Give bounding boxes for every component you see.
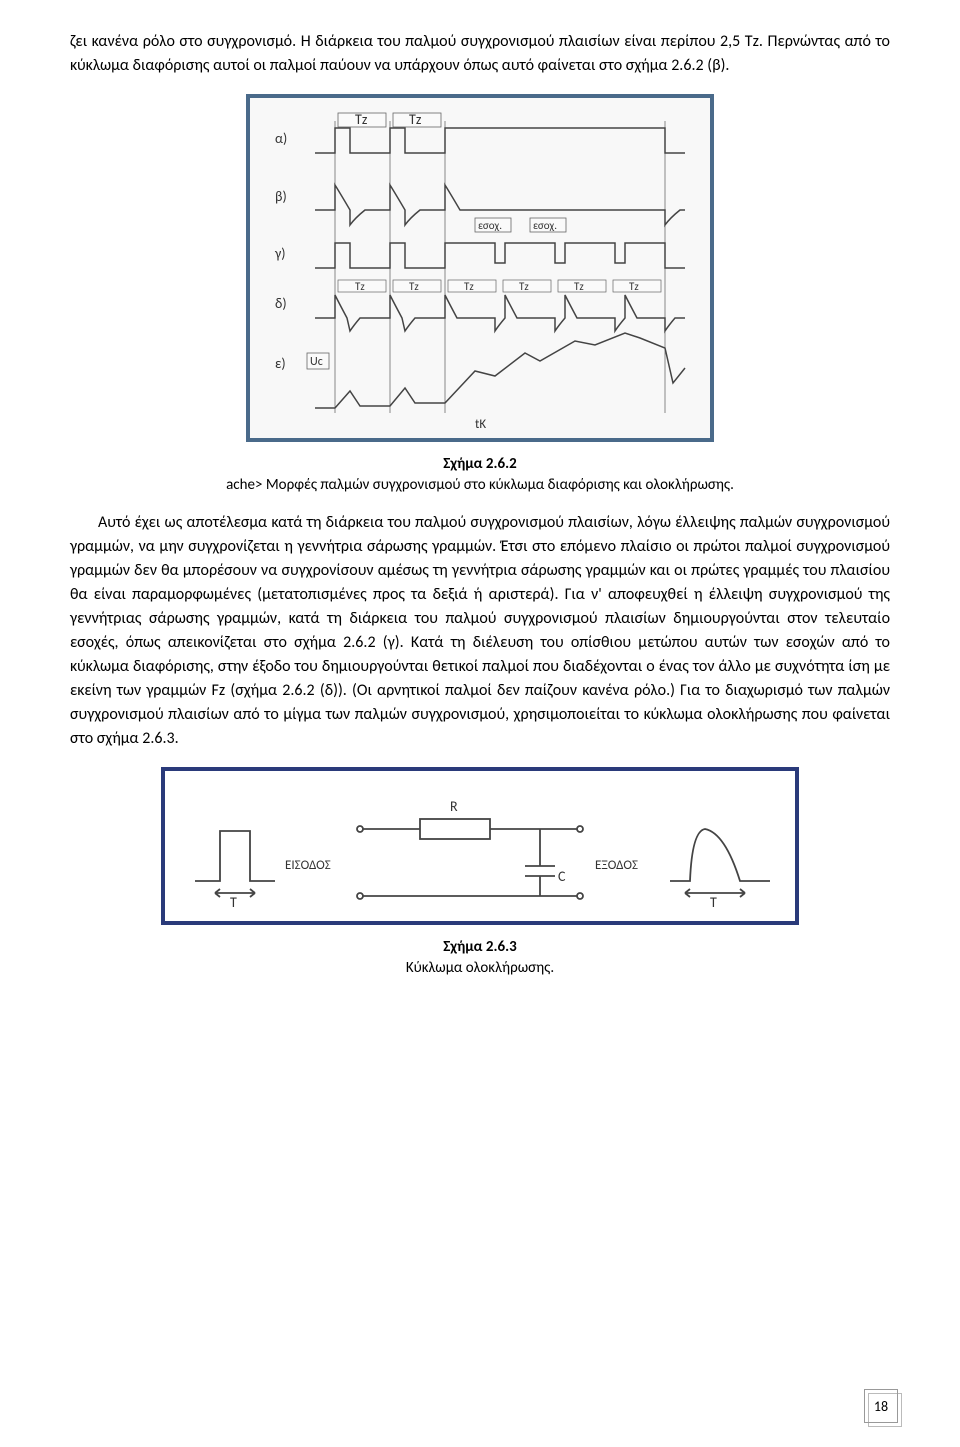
figure-262-caption: Σχήμα 2.6.2 ache> Μορφές παλμών συγχρονι… <box>226 454 734 496</box>
label-epsilon: ε) <box>275 355 286 372</box>
r-label: R <box>450 798 458 815</box>
tz-d5: Τz <box>574 280 584 293</box>
page-number-box: 18 <box>864 1389 898 1423</box>
t-label-in: T <box>230 894 237 911</box>
label-gamma: γ) <box>274 245 286 262</box>
main-paragraph: Αυτό έχει ως αποτέλεσμα κατά τη διάρκεια… <box>70 511 890 751</box>
label-delta: δ) <box>275 295 287 312</box>
tz-label-2: Τz <box>409 111 422 128</box>
figure-263-container: T ΕΙΣΟΔΟΣ <box>70 766 890 979</box>
tz-d2: Τz <box>409 280 419 293</box>
label-alpha: α) <box>275 130 287 147</box>
figure-263-svg: T ΕΙΣΟΔΟΣ <box>160 766 800 926</box>
figure-263-border <box>163 769 797 923</box>
figure-263-svg-box: T ΕΙΣΟΔΟΣ <box>160 766 800 931</box>
figure-263-caption-text: Κύκλωμα ολοκλήρωσης. <box>406 959 554 977</box>
input-label: ΕΙΣΟΔΟΣ <box>285 858 331 873</box>
tz-d1: Τz <box>355 280 365 293</box>
tz-label-1: Τz <box>355 111 368 128</box>
figure-263-caption: Σχήμα 2.6.3 Κύκλωμα ολοκλήρωσης. <box>406 937 554 979</box>
t-label-out: T <box>710 894 717 911</box>
figure-262-caption-title: Σχήμα 2.6.2 <box>443 455 516 473</box>
page-number: 18 <box>874 1398 888 1415</box>
figure-263-caption-title: Σχήμα 2.6.3 <box>443 938 516 956</box>
esox-label-1: εσοχ. <box>478 219 502 232</box>
figure-262-svg: α) β) γ) δ) ε) Τz <box>245 93 715 443</box>
figure-262-svg-box: α) β) γ) δ) ε) Τz <box>245 93 715 448</box>
tz-d6: Τz <box>629 280 639 293</box>
tz-d3: Τz <box>464 280 474 293</box>
intro-paragraph: ζει κανένα ρόλο στο συγχρονισμό. Η διάρκ… <box>70 30 890 78</box>
figure-262-container: α) β) γ) δ) ε) Τz <box>70 93 890 496</box>
tk-label: tK <box>475 417 486 432</box>
figure-262-caption-text: Μορφές παλμών συγχρονισμού στο κύκλωμα δ… <box>266 476 734 494</box>
tz-d4: Τz <box>519 280 529 293</box>
c-label: C <box>558 868 566 885</box>
label-beta: β) <box>275 188 287 205</box>
esox-label-2: εσοχ. <box>533 219 557 232</box>
output-label: ΕΞΟΔΟΣ <box>595 858 638 873</box>
uc-label: Uc <box>310 355 323 369</box>
